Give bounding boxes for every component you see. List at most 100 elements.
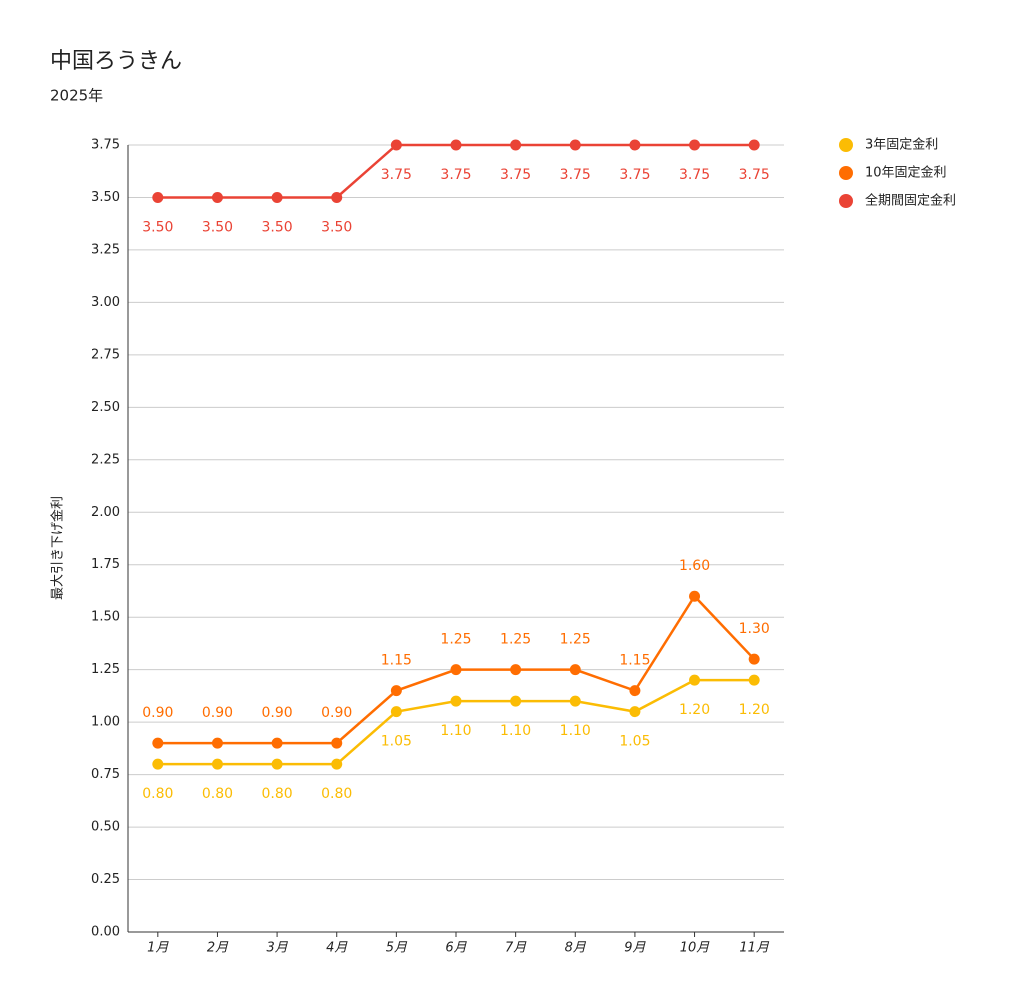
point <box>510 664 522 676</box>
point <box>331 737 343 749</box>
y-tick-label: 3.25 <box>91 242 120 257</box>
point <box>510 695 522 707</box>
x-tick-label: 8月 <box>565 941 587 956</box>
legend-marker <box>839 138 853 152</box>
y-tick-label: 2.75 <box>91 347 120 362</box>
x-tick-label: 5月 <box>386 941 408 956</box>
point <box>211 191 223 203</box>
value-label: 3.75 <box>381 167 412 183</box>
value-label: 0.90 <box>262 705 293 721</box>
value-label: 1.25 <box>440 632 471 648</box>
value-label: 0.90 <box>142 705 173 721</box>
point <box>450 139 462 151</box>
point <box>569 695 581 707</box>
y-tick-label: 1.50 <box>91 610 120 625</box>
point <box>689 139 701 151</box>
value-label: 1.05 <box>619 734 650 750</box>
legend-marker <box>839 166 853 180</box>
point <box>390 706 402 718</box>
point <box>569 139 581 151</box>
value-label: 1.15 <box>381 653 412 669</box>
y-tick-label: 3.75 <box>91 138 120 153</box>
value-label: 3.75 <box>440 167 471 183</box>
value-label: 0.90 <box>202 705 233 721</box>
x-tick-label: 3月 <box>266 941 288 956</box>
value-label: 3.75 <box>619 167 650 183</box>
point <box>510 139 522 151</box>
value-label: 1.60 <box>679 558 710 574</box>
point <box>271 191 283 203</box>
x-tick-label: 2月 <box>207 941 229 956</box>
point <box>748 674 760 686</box>
point <box>331 191 343 203</box>
point <box>450 664 462 676</box>
value-label: 3.50 <box>321 219 352 235</box>
y-axis-label: 最大引き下げ金利 <box>50 496 66 600</box>
legend-label: 全期間固定金利 <box>865 193 956 209</box>
value-label: 0.80 <box>321 786 352 802</box>
value-label: 3.75 <box>500 167 531 183</box>
point <box>152 758 164 770</box>
point <box>748 653 760 665</box>
y-tick-label: 2.50 <box>91 400 120 415</box>
point <box>271 737 283 749</box>
value-label: 1.10 <box>500 723 531 739</box>
point <box>331 758 343 770</box>
x-tick-label: 6月 <box>445 941 467 956</box>
value-label: 0.80 <box>142 786 173 802</box>
value-label: 1.20 <box>679 702 710 718</box>
point <box>390 139 402 151</box>
point <box>211 737 223 749</box>
point <box>629 139 641 151</box>
chart-title: 中国ろうきん <box>50 49 182 74</box>
value-label: 3.50 <box>262 219 293 235</box>
y-tick-label: 1.75 <box>91 557 120 572</box>
point <box>629 685 641 697</box>
y-tick-label: 1.25 <box>91 662 120 677</box>
value-label: 0.80 <box>262 786 293 802</box>
y-tick-label: 0.00 <box>91 925 120 940</box>
point <box>211 758 223 770</box>
value-label: 1.10 <box>440 723 471 739</box>
point <box>450 695 462 707</box>
value-label: 1.25 <box>560 632 591 648</box>
value-label: 1.25 <box>500 632 531 648</box>
point <box>271 758 283 770</box>
legend-marker <box>839 194 853 208</box>
x-tick-label: 10月 <box>680 941 711 956</box>
y-tick-label: 1.00 <box>91 715 120 730</box>
point <box>748 139 760 151</box>
point <box>152 191 164 203</box>
value-label: 1.05 <box>381 734 412 750</box>
point <box>689 674 701 686</box>
y-tick-label: 0.50 <box>91 820 120 835</box>
value-label: 1.30 <box>739 621 770 637</box>
y-tick-label: 0.75 <box>91 767 120 782</box>
point <box>629 706 641 718</box>
x-tick-label: 7月 <box>505 941 527 956</box>
point <box>689 590 701 602</box>
value-label: 1.20 <box>739 702 770 718</box>
y-tick-label: 3.50 <box>91 190 120 205</box>
value-label: 1.10 <box>560 723 591 739</box>
value-label: 3.75 <box>560 167 591 183</box>
value-label: 3.50 <box>142 219 173 235</box>
value-label: 0.80 <box>202 786 233 802</box>
x-tick-label: 11月 <box>739 941 770 956</box>
x-tick-label: 1月 <box>147 941 169 956</box>
point <box>152 737 164 749</box>
value-label: 3.75 <box>739 167 770 183</box>
legend-label: 10年固定金利 <box>865 165 947 181</box>
value-label: 0.90 <box>321 705 352 721</box>
chart-subtitle: 2025年 <box>50 87 103 105</box>
x-tick-label: 9月 <box>624 941 646 956</box>
value-label: 1.15 <box>619 653 650 669</box>
value-label: 3.75 <box>679 167 710 183</box>
x-tick-label: 4月 <box>326 941 348 956</box>
value-label: 3.50 <box>202 219 233 235</box>
legend-label: 3年固定金利 <box>865 137 938 153</box>
y-tick-label: 0.25 <box>91 872 120 887</box>
y-tick-label: 2.25 <box>91 452 120 467</box>
